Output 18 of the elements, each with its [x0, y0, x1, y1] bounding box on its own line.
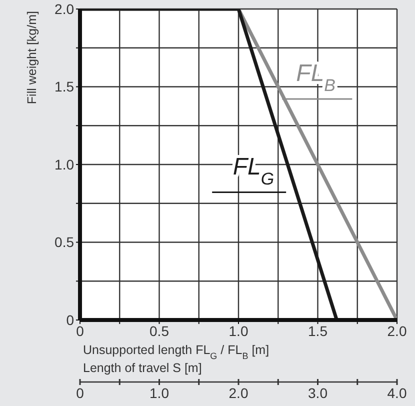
x2-tick-label: 4.0: [387, 385, 407, 401]
y-tick-label: 0: [66, 312, 74, 328]
x2-tick-label: 1.0: [150, 385, 170, 401]
y-tick-label: 1.5: [54, 78, 74, 95]
x-tick-label: 0: [76, 322, 84, 339]
y-tick-label: 2.0: [54, 0, 74, 17]
x2-tick-label: 2.0: [228, 385, 248, 401]
x-tick-label: 2.0: [387, 322, 407, 339]
x-tick-label: 0.5: [150, 322, 170, 339]
x-axis-title: Unsupported length FL$_{G}$ / FL$_{B}$ [m]: [83, 343, 270, 361]
x2-tick-label: 3.0: [308, 385, 328, 401]
y-tick-label: 0.5: [54, 234, 74, 250]
y-axis-title: Fill weight [kg/m]: [25, 11, 39, 104]
x2-tick-label: 0: [76, 385, 84, 401]
x-tick-label: 1.0: [228, 322, 248, 339]
x-tick-label: 1.5: [308, 322, 328, 339]
x2-axis-title: Length of travel S [m]: [83, 361, 202, 375]
y-tick-label: 1.0: [54, 156, 74, 172]
